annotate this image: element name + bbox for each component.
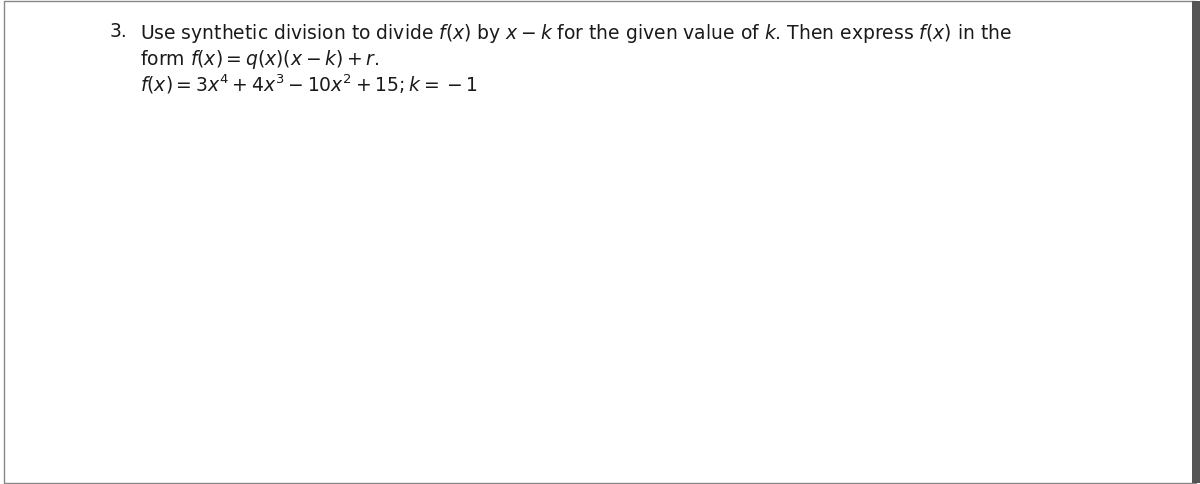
Text: $f(x) = 3x^4 + 4x^3 - 10x^2 + 15; k = -1$: $f(x) = 3x^4 + 4x^3 - 10x^2 + 15; k = -1… — [140, 72, 478, 95]
Text: 3.: 3. — [110, 22, 127, 41]
Text: form $f(x) = q(x)(x - k) + r$.: form $f(x) = q(x)(x - k) + r$. — [140, 48, 379, 71]
Text: Use synthetic division to divide $f(x)$ by $x - k$ for the given value of $k$. T: Use synthetic division to divide $f(x)$ … — [140, 22, 1012, 45]
